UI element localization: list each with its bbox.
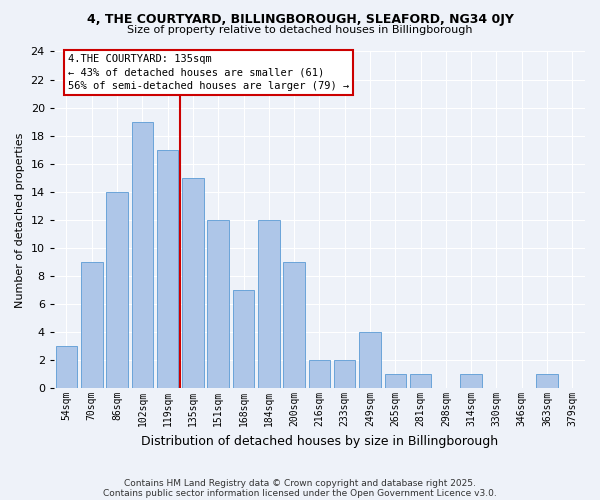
Y-axis label: Number of detached properties: Number of detached properties — [15, 132, 25, 308]
Bar — [460, 374, 482, 388]
X-axis label: Distribution of detached houses by size in Billingborough: Distribution of detached houses by size … — [141, 434, 498, 448]
Bar — [106, 192, 128, 388]
Bar — [81, 262, 103, 388]
Bar — [410, 374, 431, 388]
Text: Size of property relative to detached houses in Billingborough: Size of property relative to detached ho… — [127, 25, 473, 35]
Text: 4, THE COURTYARD, BILLINGBOROUGH, SLEAFORD, NG34 0JY: 4, THE COURTYARD, BILLINGBOROUGH, SLEAFO… — [86, 12, 514, 26]
Bar — [182, 178, 203, 388]
Text: Contains HM Land Registry data © Crown copyright and database right 2025.: Contains HM Land Registry data © Crown c… — [124, 478, 476, 488]
Text: Contains public sector information licensed under the Open Government Licence v3: Contains public sector information licen… — [103, 488, 497, 498]
Bar — [308, 360, 330, 388]
Bar — [334, 360, 355, 388]
Bar — [359, 332, 381, 388]
Bar — [283, 262, 305, 388]
Bar — [208, 220, 229, 388]
Bar — [131, 122, 153, 388]
Bar — [385, 374, 406, 388]
Text: 4.THE COURTYARD: 135sqm
← 43% of detached houses are smaller (61)
56% of semi-de: 4.THE COURTYARD: 135sqm ← 43% of detache… — [68, 54, 349, 90]
Bar — [536, 374, 558, 388]
Bar — [233, 290, 254, 388]
Bar — [157, 150, 178, 388]
Bar — [56, 346, 77, 388]
Bar — [258, 220, 280, 388]
